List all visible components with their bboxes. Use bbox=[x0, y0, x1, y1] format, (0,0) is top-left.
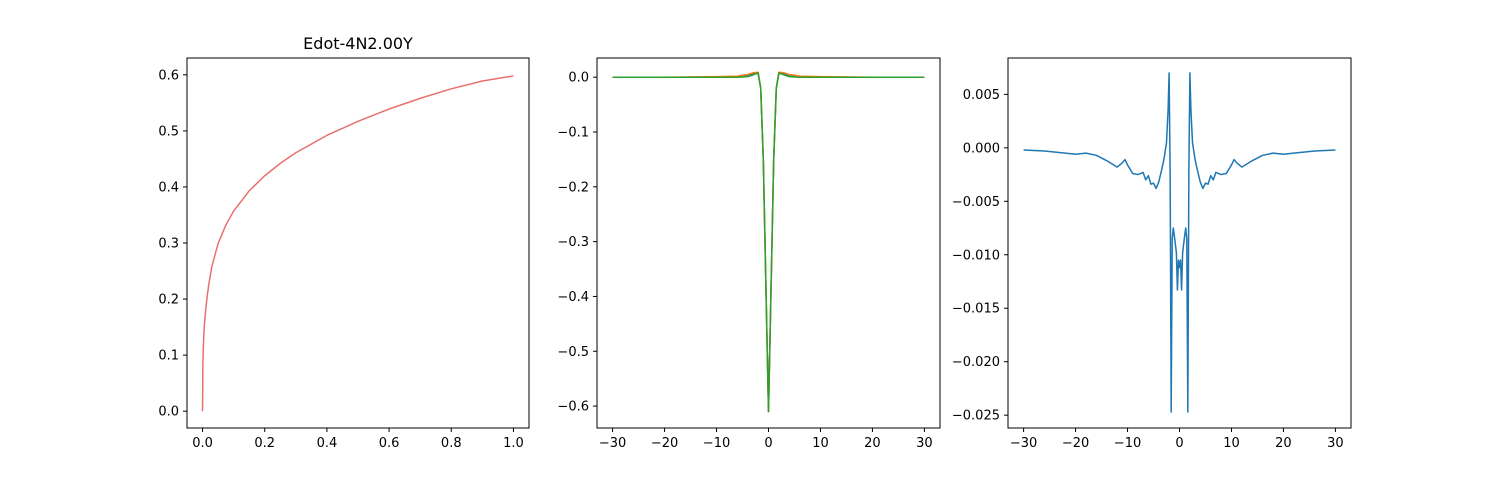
x-tick-label: 0.0 bbox=[192, 436, 213, 451]
y-tick-label: 0.1 bbox=[158, 349, 179, 364]
x-tick-label: 20 bbox=[1275, 436, 1292, 451]
y-tick-label: −0.025 bbox=[952, 409, 1000, 424]
y-tick-label: −0.020 bbox=[952, 355, 1000, 370]
x-tick-label: 0.2 bbox=[254, 436, 275, 451]
x-tick-label: 0.6 bbox=[379, 436, 400, 451]
x-tick-label: 10 bbox=[1223, 436, 1240, 451]
y-tick-label: 0.000 bbox=[963, 141, 1000, 156]
subplot-3: −30 −20 −10 0 10 20 30 0.005 0.000 −0.005 −0.010 −0… bbox=[952, 57, 1352, 451]
x-tick-label: 0.8 bbox=[441, 436, 462, 451]
x-tick-label: 30 bbox=[916, 436, 933, 451]
subplot-1-plot-area: 0.0 0.2 0.4 0.6 0.8 1.0 0.0 0.1 0.2 0.3 0.4 0.5 0.6 bbox=[158, 57, 530, 451]
y-tick-label: −0.4 bbox=[557, 290, 589, 305]
y-tick-label: 0.5 bbox=[158, 124, 179, 139]
y-tick-label: 0.0 bbox=[568, 71, 589, 86]
subplot-1-title: Edot-4N2.00Y bbox=[303, 34, 413, 53]
y-tick-label: −0.2 bbox=[557, 180, 589, 195]
y-tick-label: −0.005 bbox=[952, 195, 1000, 210]
x-tick-label: −30 bbox=[599, 436, 626, 451]
x-tick-label: 20 bbox=[864, 436, 881, 451]
series-line-1 bbox=[201, 75, 514, 412]
x-tick-label: 0 bbox=[764, 436, 772, 451]
y-tick-label: 0.4 bbox=[158, 180, 179, 195]
y-tick-label: 0.6 bbox=[158, 68, 179, 83]
y-tick-label: 0.0 bbox=[158, 405, 179, 420]
series-line-1 bbox=[1023, 72, 1336, 413]
y-tick-label: −0.015 bbox=[952, 302, 1000, 317]
subplot-2-plot-area: −30 −20 −10 0 10 20 30 0.0 −0.1 −0.2 −0.3 −0.4 −0.5 −… bbox=[557, 57, 941, 451]
y-tick-label: 0.3 bbox=[158, 237, 179, 252]
x-tick-label: −10 bbox=[1114, 436, 1141, 451]
y-tick-label: 0.005 bbox=[963, 88, 1000, 103]
y-tick-label: 0.2 bbox=[158, 293, 179, 308]
x-tick-label: 0.4 bbox=[317, 436, 338, 451]
subplot-2: −30 −20 −10 0 10 20 30 0.0 −0.1 −0.2 −0.3 −0.4 −0.5 −… bbox=[557, 57, 941, 451]
x-tick-label: −10 bbox=[703, 436, 730, 451]
x-tick-label: 30 bbox=[1327, 436, 1344, 451]
subplot-3-plot-area: −30 −20 −10 0 10 20 30 0.005 0.000 −0.005 −0.010 −0… bbox=[952, 57, 1352, 451]
y-tick-label: −0.1 bbox=[557, 126, 589, 141]
x-tick-label: −20 bbox=[1062, 436, 1089, 451]
y-tick-label: −0.5 bbox=[557, 345, 589, 360]
y-tick-label: −0.010 bbox=[952, 248, 1000, 263]
y-tick-label: −0.3 bbox=[557, 235, 589, 250]
x-tick-label: 1.0 bbox=[503, 436, 524, 451]
x-tick-label: −20 bbox=[651, 436, 678, 451]
x-tick-label: 10 bbox=[812, 436, 829, 451]
series-line-3 bbox=[612, 72, 925, 413]
y-tick-label: −0.6 bbox=[557, 400, 589, 415]
x-tick-label: −30 bbox=[1010, 436, 1037, 451]
subplot-1: Edot-4N2.00Y 0.0 0.2 0.4 0.6 0.8 1.0 0.0 0.1 0.2… bbox=[158, 34, 530, 451]
x-tick-label: 0 bbox=[1175, 436, 1183, 451]
